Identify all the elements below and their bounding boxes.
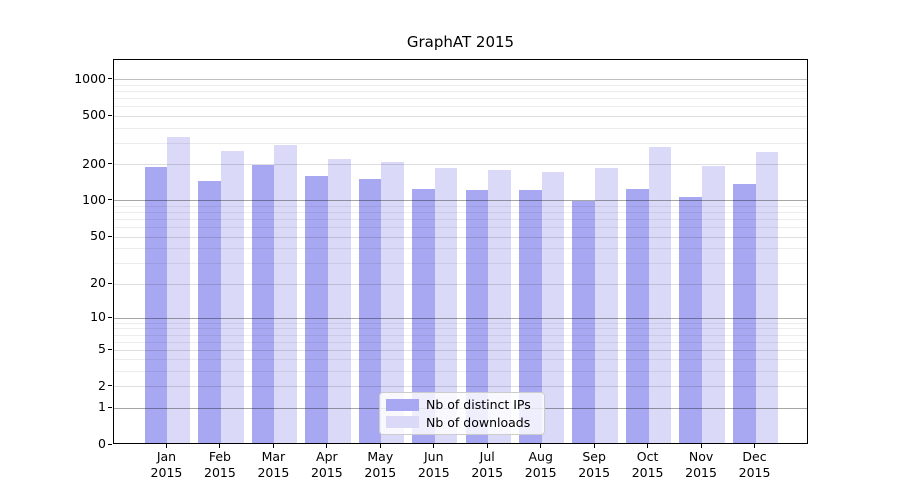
- x-tick-label-aug: Aug 2015: [524, 449, 557, 480]
- bar-downloads-sep: [595, 167, 618, 443]
- x-tick-label-feb: Feb 2015: [204, 449, 236, 480]
- bar-distinct-ips-feb: [198, 180, 221, 443]
- x-tick: [165, 444, 167, 448]
- y-tick-label: 100: [82, 191, 106, 207]
- bar-distinct-ips-may: [358, 179, 382, 443]
- y-tick: [108, 282, 112, 284]
- y-tick-label: 200: [82, 155, 106, 171]
- x-tick-label-sep: Sep 2015: [578, 449, 611, 480]
- y-tick: [108, 406, 112, 408]
- x-tick-label-jan: Jan 2015: [150, 449, 183, 480]
- bar-distinct-ips-jun: [412, 189, 435, 443]
- bars-layer: [114, 60, 807, 443]
- y-tick-label: 0: [98, 436, 106, 451]
- x-tick: [700, 444, 702, 448]
- y-tick: [108, 114, 112, 116]
- y-tick-label: 1000: [74, 70, 106, 86]
- bar-downloads-feb: [220, 150, 244, 443]
- x-tick: [754, 444, 756, 448]
- x-tick: [647, 444, 649, 448]
- bar-distinct-ips-aug: [518, 189, 542, 443]
- legend: Nb of distinct IPs Nb of downloads: [379, 392, 545, 435]
- x-tick: [540, 444, 542, 448]
- bar-distinct-ips-jan: [144, 166, 168, 443]
- bar-distinct-ips-oct: [625, 188, 649, 443]
- legend-item-downloads: Nb of downloads: [386, 415, 538, 430]
- y-tick-label: 5: [98, 341, 106, 357]
- x-tick: [433, 444, 435, 448]
- bar-downloads-apr: [327, 159, 351, 443]
- legend-swatch-distinct-ips-icon: [386, 398, 419, 411]
- bar-downloads-aug: [541, 172, 565, 443]
- bar-downloads-jun: [434, 168, 458, 443]
- bar-downloads-may: [381, 161, 404, 443]
- y-tick: [108, 163, 112, 165]
- bar-distinct-ips-mar: [251, 165, 275, 443]
- bar-distinct-ips-apr: [305, 175, 328, 443]
- y-tick: [108, 443, 112, 445]
- y-tick-label: 1: [98, 399, 106, 415]
- bar-distinct-ips-sep: [572, 200, 596, 443]
- y-tick-label: 10: [90, 309, 106, 325]
- y-tick-label: 500: [82, 107, 106, 123]
- x-tick-label-dec: Dec 2015: [738, 449, 771, 480]
- y-tick-label: 20: [90, 275, 106, 291]
- y-tick: [108, 199, 112, 201]
- y-tick-label: 2: [98, 377, 106, 393]
- legend-label-downloads: Nb of downloads: [426, 414, 531, 430]
- legend-item-distinct-ips: Nb of distinct IPs: [386, 397, 538, 412]
- x-tick-label-nov: Nov 2015: [685, 449, 717, 480]
- bar-downloads-dec: [755, 151, 779, 443]
- bar-distinct-ips-dec: [732, 184, 756, 443]
- x-tick: [379, 444, 381, 448]
- y-tick: [108, 316, 112, 318]
- x-tick-label-jul: Jul 2015: [471, 449, 504, 480]
- bar-downloads-nov: [702, 166, 725, 443]
- x-tick: [593, 444, 595, 448]
- x-tick: [272, 444, 274, 448]
- x-tick-label-oct: Oct 2015: [631, 449, 664, 480]
- bar-distinct-ips-nov: [679, 196, 703, 443]
- bar-downloads-jan: [167, 137, 191, 443]
- plot-area: [113, 59, 808, 444]
- x-tick: [326, 444, 328, 448]
- x-tick-label-jun: Jun 2015: [417, 449, 450, 480]
- y-tick: [108, 235, 112, 237]
- legend-label-distinct-ips: Nb of distinct IPs: [426, 397, 531, 413]
- y-tick: [108, 385, 112, 387]
- bar-distinct-ips-jul: [465, 190, 489, 443]
- y-tick: [108, 348, 112, 350]
- x-tick-label-may: May 2015: [364, 449, 397, 480]
- chart-title: GraphAT 2015: [406, 33, 515, 51]
- x-tick-label-mar: Mar 2015: [257, 449, 290, 480]
- bar-downloads-mar: [274, 145, 298, 443]
- x-tick-label-apr: Apr 2015: [310, 449, 343, 480]
- y-tick-label: 50: [90, 228, 106, 244]
- legend-swatch-downloads-icon: [386, 416, 419, 429]
- bar-downloads-oct: [648, 147, 672, 443]
- x-tick: [219, 444, 221, 448]
- x-tick: [486, 444, 488, 448]
- bar-downloads-jul: [488, 170, 511, 443]
- y-tick: [108, 78, 112, 80]
